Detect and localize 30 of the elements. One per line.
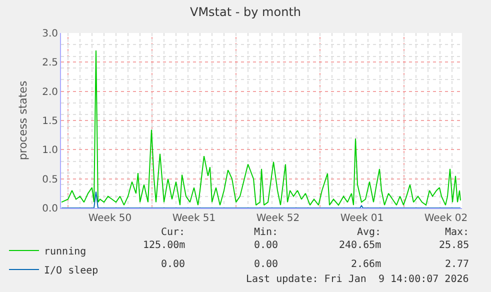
x-tick-label: Week 02 xyxy=(424,213,468,224)
y-tick-label: 0.0 xyxy=(42,204,58,214)
text: 25.85 xyxy=(439,240,470,251)
text: Cur: xyxy=(161,227,186,238)
text: Max: xyxy=(445,227,470,238)
y-tick-label: 3.0 xyxy=(42,28,58,40)
y-tick-label: 2.0 xyxy=(42,86,58,98)
text: 125.00m xyxy=(143,240,186,251)
y-axis-title: process states xyxy=(16,80,30,160)
text: Last update: Fri Jan 9 14:00:07 2026 xyxy=(246,274,469,285)
line-series xyxy=(61,50,461,206)
legend-label: I/O sleep xyxy=(44,265,98,276)
x-tick-label: Week 51 xyxy=(172,213,216,224)
x-tick-label: Week 52 xyxy=(256,213,300,224)
text: 240.65m xyxy=(339,240,382,251)
y-tick-label: 2.5 xyxy=(42,58,58,69)
y-tick-label: 1.0 xyxy=(42,145,58,156)
chart-title: VMstat - by month xyxy=(190,5,302,20)
text: 0.00 xyxy=(254,240,278,251)
text: 0.00 xyxy=(254,259,278,270)
text: 2.66m xyxy=(351,259,382,270)
y-tick-label: 0.5 xyxy=(42,174,58,186)
x-tick-label: Week 50 xyxy=(88,213,132,224)
legend-label: running xyxy=(44,246,86,258)
y-tick-label: 1.5 xyxy=(42,116,58,127)
text: 0.00 xyxy=(161,259,186,270)
text: Avg: xyxy=(357,227,382,238)
x-tick-label: Week 01 xyxy=(340,213,384,224)
text: Min: xyxy=(254,227,278,238)
text: 2.77 xyxy=(445,259,470,270)
